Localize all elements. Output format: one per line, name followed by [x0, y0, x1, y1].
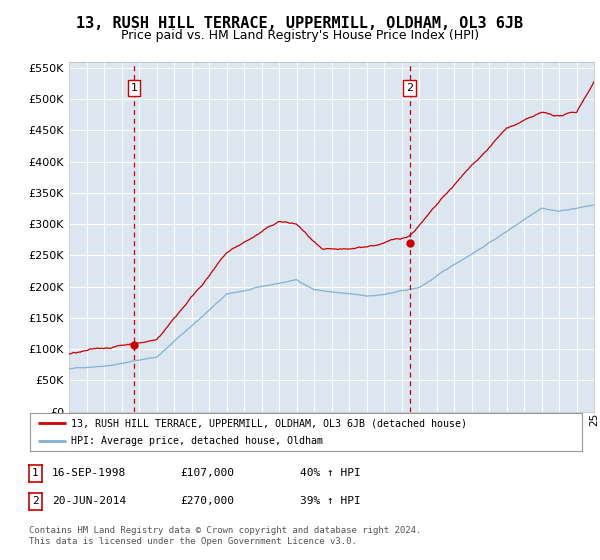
Text: 2: 2	[32, 496, 39, 506]
Text: 1: 1	[32, 468, 39, 478]
Text: 40% ↑ HPI: 40% ↑ HPI	[300, 468, 361, 478]
Text: 13, RUSH HILL TERRACE, UPPERMILL, OLDHAM, OL3 6JB: 13, RUSH HILL TERRACE, UPPERMILL, OLDHAM…	[76, 16, 524, 31]
Text: HPI: Average price, detached house, Oldham: HPI: Average price, detached house, Oldh…	[71, 436, 323, 446]
Text: 1: 1	[130, 83, 137, 93]
Text: £270,000: £270,000	[180, 496, 234, 506]
Text: 39% ↑ HPI: 39% ↑ HPI	[300, 496, 361, 506]
Text: £107,000: £107,000	[180, 468, 234, 478]
Text: 2: 2	[406, 83, 413, 93]
Text: 16-SEP-1998: 16-SEP-1998	[52, 468, 127, 478]
Text: Price paid vs. HM Land Registry's House Price Index (HPI): Price paid vs. HM Land Registry's House …	[121, 29, 479, 42]
Text: Contains HM Land Registry data © Crown copyright and database right 2024.
This d: Contains HM Land Registry data © Crown c…	[29, 526, 421, 546]
Text: 20-JUN-2014: 20-JUN-2014	[52, 496, 127, 506]
Text: 13, RUSH HILL TERRACE, UPPERMILL, OLDHAM, OL3 6JB (detached house): 13, RUSH HILL TERRACE, UPPERMILL, OLDHAM…	[71, 418, 467, 428]
